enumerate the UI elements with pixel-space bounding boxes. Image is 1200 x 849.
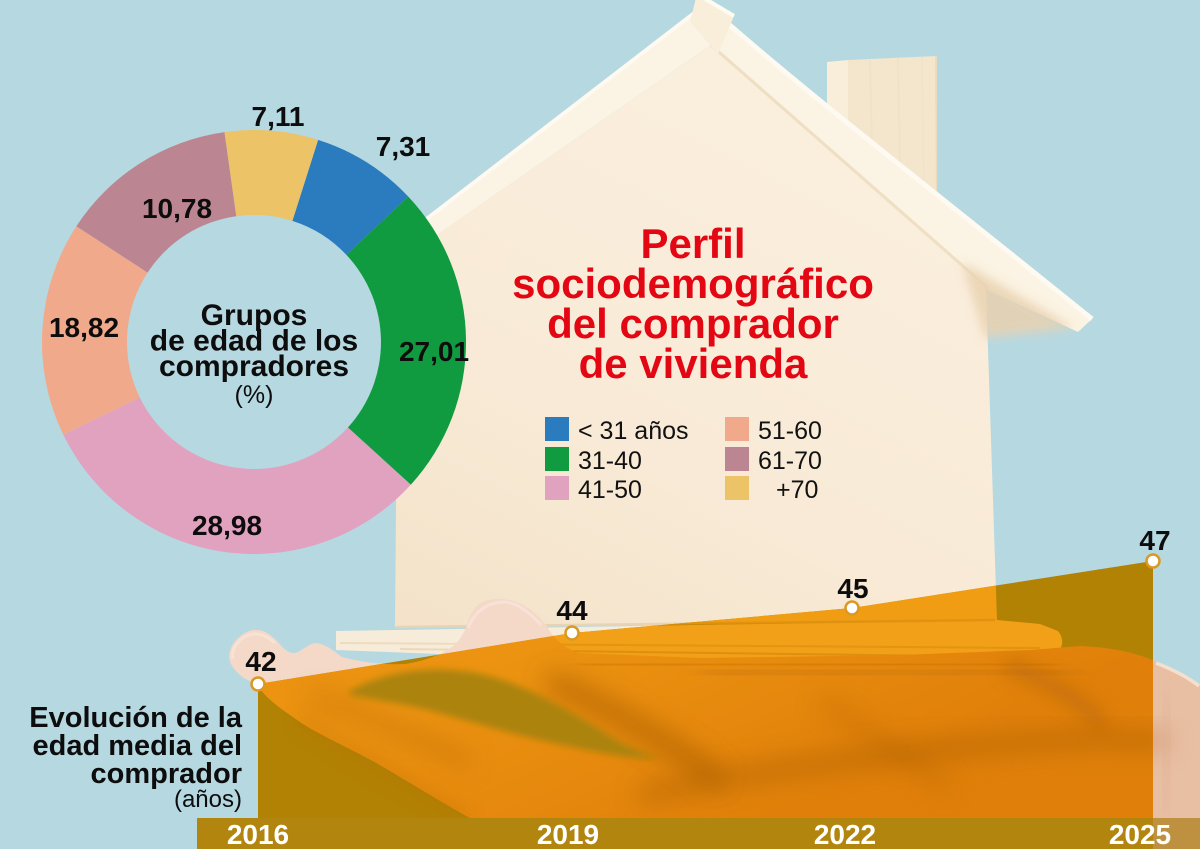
svg-text:10,78: 10,78 xyxy=(142,193,212,224)
svg-text:2022: 2022 xyxy=(814,819,876,849)
svg-text:42: 42 xyxy=(245,646,276,677)
svg-text:del comprador: del comprador xyxy=(547,300,839,347)
svg-text:(%): (%) xyxy=(235,381,274,409)
svg-text:< 31 años: < 31 años xyxy=(578,417,689,445)
svg-text:7,11: 7,11 xyxy=(252,101,305,132)
svg-text:edad media del: edad media del xyxy=(32,730,242,762)
svg-text:Grupos: Grupos xyxy=(201,299,308,332)
svg-text:Evolución de la: Evolución de la xyxy=(29,702,243,734)
svg-text:comprador: comprador xyxy=(91,758,242,790)
svg-text:47: 47 xyxy=(1139,525,1170,556)
svg-text:compradores: compradores xyxy=(159,350,349,383)
svg-text:41-50: 41-50 xyxy=(578,476,642,504)
svg-text:de vivienda: de vivienda xyxy=(579,340,808,387)
svg-text:51-60: 51-60 xyxy=(758,417,822,445)
svg-text:de edad de los: de edad de los xyxy=(150,325,358,358)
svg-text:18,82: 18,82 xyxy=(49,312,119,343)
svg-text:31-40: 31-40 xyxy=(578,447,642,475)
svg-text:61-70: 61-70 xyxy=(758,447,822,475)
svg-text:+70: +70 xyxy=(776,476,818,504)
svg-text:45: 45 xyxy=(837,573,868,604)
svg-text:Perfil: Perfil xyxy=(640,220,745,267)
svg-text:sociodemográfico: sociodemográfico xyxy=(512,260,874,307)
svg-text:2016: 2016 xyxy=(227,819,289,849)
svg-text:27,01: 27,01 xyxy=(399,336,469,367)
svg-text:7,31: 7,31 xyxy=(376,131,431,162)
svg-text:44: 44 xyxy=(556,595,588,626)
svg-text:2019: 2019 xyxy=(537,819,599,849)
svg-text:(años): (años) xyxy=(174,786,242,813)
svg-text:2025: 2025 xyxy=(1109,819,1171,849)
svg-text:28,98: 28,98 xyxy=(192,510,262,541)
